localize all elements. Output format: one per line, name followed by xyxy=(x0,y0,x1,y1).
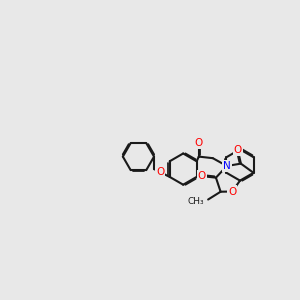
Text: O: O xyxy=(195,138,203,148)
Text: O: O xyxy=(156,167,164,177)
Text: O: O xyxy=(234,145,242,154)
Text: N: N xyxy=(223,161,231,171)
Text: CH₃: CH₃ xyxy=(188,196,205,206)
Text: O: O xyxy=(198,171,206,181)
Text: O: O xyxy=(228,187,236,196)
